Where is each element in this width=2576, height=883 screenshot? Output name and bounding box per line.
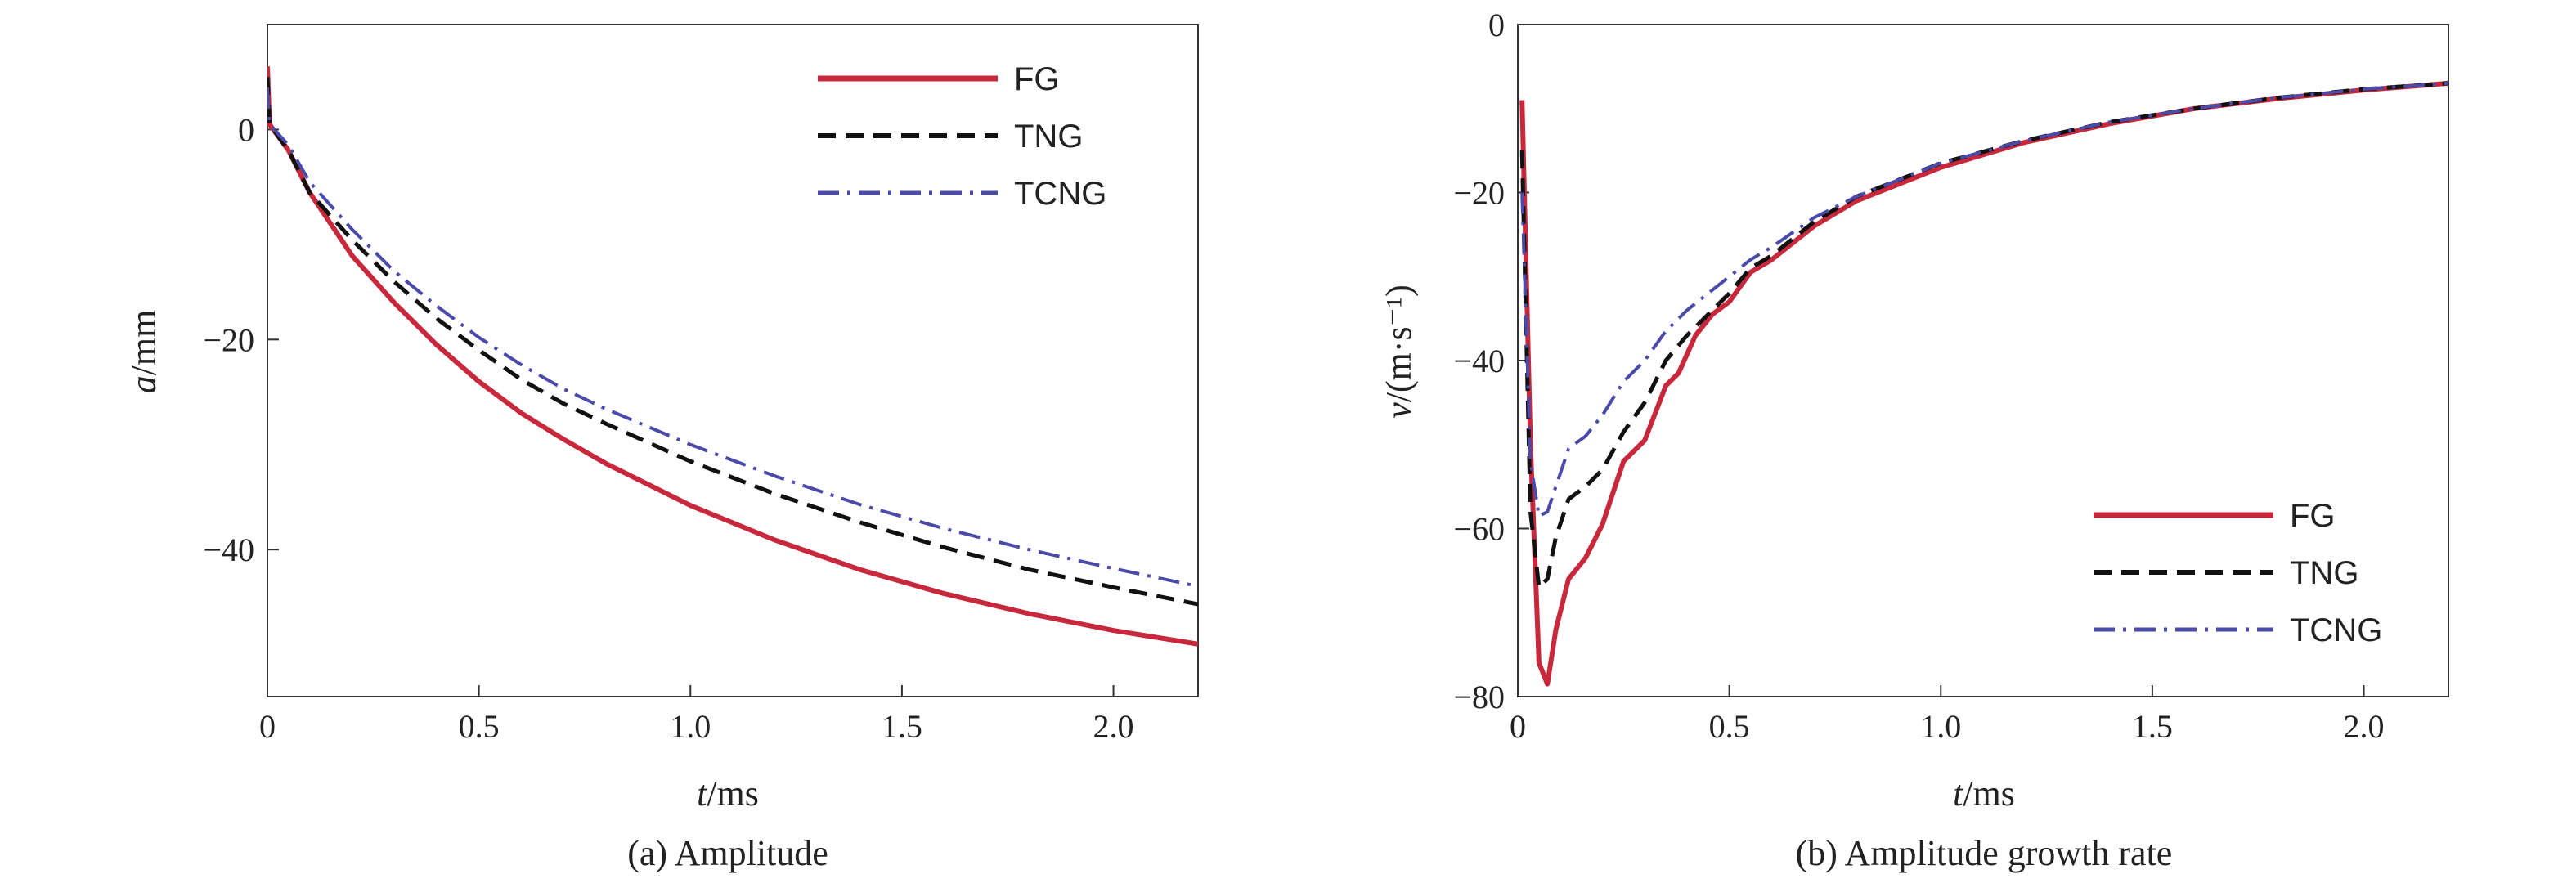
y-axis-label: a/mm [123,310,164,394]
y-tick-label: 0 [238,111,254,148]
y-tick-label: 0 [1488,7,1505,43]
amplitude-growth-rate-chart: 0 0.5 1.0 1.5 2.0 0 −20 −40 −60 −80 FG TNG TCNG t/m… [1379,7,2449,873]
y-tick-label: −80 [1453,679,1505,715]
x-tick-label: 0 [1510,708,1526,745]
series-line-tcng [1520,81,2448,518]
panel-caption: (b) Amplitude growth rate [1796,833,2173,873]
x-tick-label: 1.0 [1920,708,1961,745]
series-line-fg [1519,80,2448,687]
legend-label-fg: FG [1014,61,1060,97]
y-axis-label: v/(m·s⁻¹) [1379,285,1419,418]
y-tick-label: −40 [203,531,254,568]
y-tick-label: −20 [1453,175,1505,212]
legend-label-tng: TNG [2290,555,2358,591]
x-tick-label: 0.5 [1709,708,1750,745]
x-axis-label: t/ms [1953,773,2015,814]
x-tick-label: 2.0 [1093,708,1134,745]
plot-frame [267,24,1199,697]
series-line-tcng [267,87,1198,589]
legend: FG TNG TCNG [818,61,1106,212]
plot-frame [1517,24,2449,697]
legend-label-fg: FG [2290,498,2336,534]
legend-label-tcng: TCNG [2290,612,2382,648]
x-tick-label: 1.5 [2132,708,2173,745]
legend-label-tng: TNG [1014,119,1083,155]
amplitude-chart: 0 0.5 1.0 1.5 2.0 0 −20 −40 FG TNG TCNG t/ms a/mm… [123,24,1199,873]
series-line-tng [1519,81,2448,589]
legend: FG TNG TCNG [2094,498,2382,648]
series-line-tng [267,77,1198,607]
y-tick-label: −60 [1453,511,1505,548]
x-tick-label: 1.5 [882,708,922,745]
legend-label-tcng: TCNG [1014,176,1106,212]
y-tick-label: −40 [1453,343,1505,379]
x-axis-label: t/ms [697,773,759,814]
x-tick-label: 0.5 [459,708,500,745]
x-tick-label: 1.0 [670,708,711,745]
x-tick-label: 2.0 [2344,708,2385,745]
panel-caption: (a) Amplitude [627,833,828,873]
y-tick-label: −20 [203,321,254,358]
x-tick-label: 0 [259,708,276,745]
